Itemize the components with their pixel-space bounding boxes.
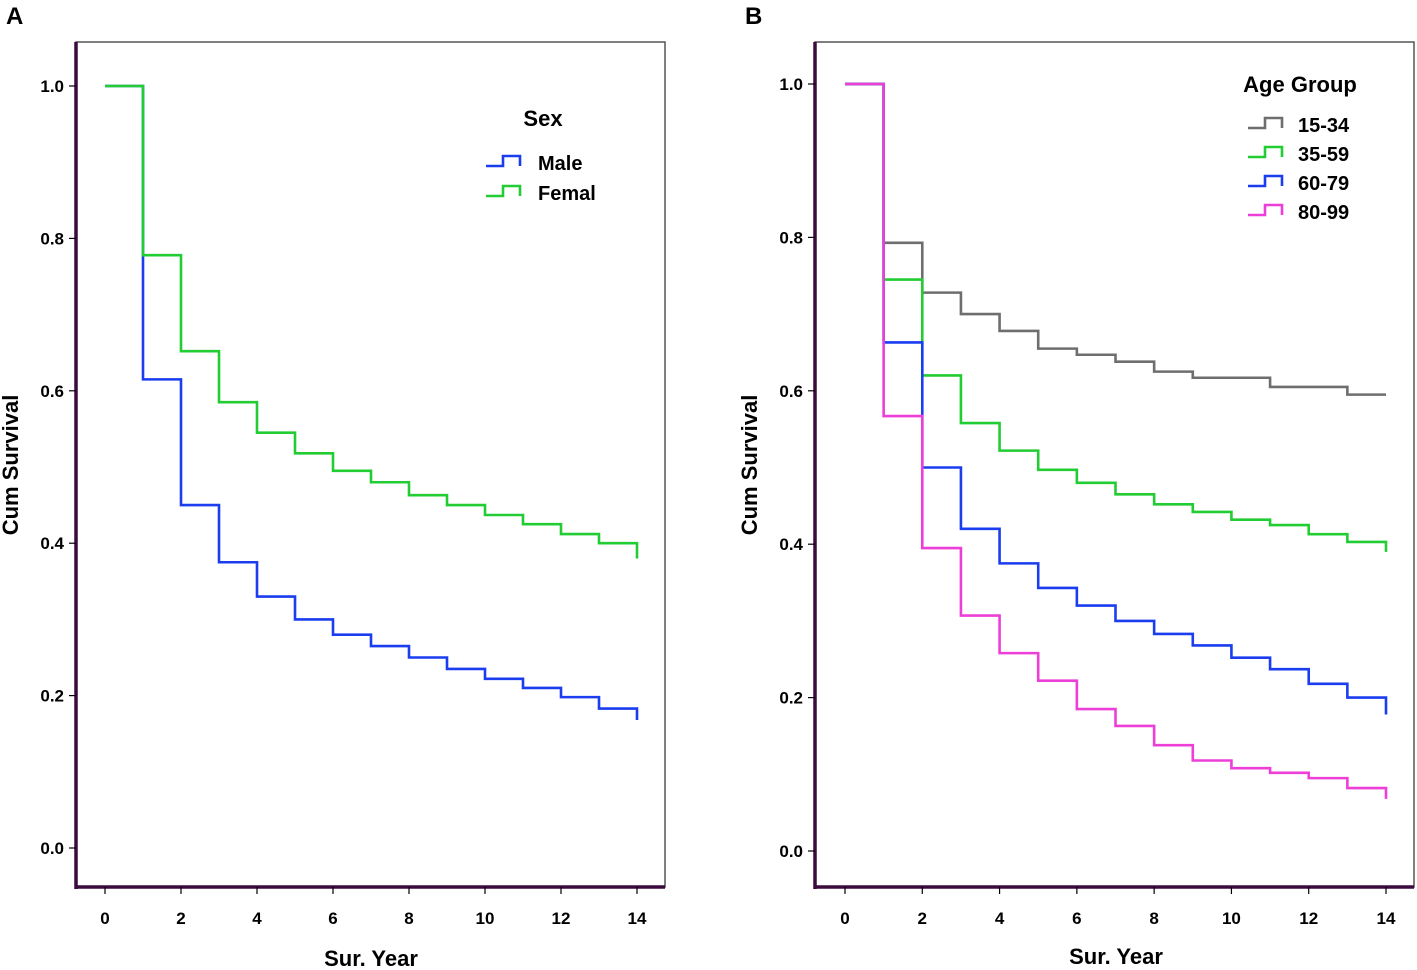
- x-tick-label: 2: [176, 909, 185, 928]
- x-tick-label: 14: [1377, 909, 1396, 928]
- y-ticks-a: 0.0 0.2 0.4 0.6 0.8 1.0: [40, 77, 76, 858]
- legend-label-femal: Femal: [538, 183, 596, 205]
- y-tick-label: 0.2: [40, 687, 64, 706]
- panel-b: B 0.0 0.2 0.4 0.6 0.8 1.0 0 2 4 6 8 10 12 14 Sur. Ye…: [737, 3, 1415, 969]
- y-axis-title-a: Cum Survival: [0, 395, 23, 536]
- curves-b: [845, 82, 1388, 799]
- x-tick-label: 8: [404, 909, 413, 928]
- legend-swatch-80-99: [1248, 203, 1284, 217]
- x-ticks-b: 0 2 4 6 8 10 12 14: [840, 887, 1396, 928]
- legend-label-60-79: 60-79: [1298, 173, 1349, 195]
- series-line-male: [105, 84, 639, 720]
- legend-swatch-35-59: [1248, 145, 1284, 159]
- legend-label-35-59: 35-59: [1298, 144, 1349, 166]
- series-line-80-99: [845, 82, 1388, 799]
- series-line-femal: [105, 84, 639, 559]
- y-tick-label: 0.0: [40, 839, 64, 858]
- x-tick-label: 4: [995, 909, 1005, 928]
- x-tick-label: 0: [100, 909, 109, 928]
- x-tick-label: 0: [840, 909, 849, 928]
- x-tick-label: 14: [628, 909, 647, 928]
- y-tick-label: 0.8: [779, 228, 803, 247]
- panel-letter-a: A: [6, 3, 23, 30]
- legend-swatch-60-79: [1248, 174, 1284, 188]
- legend-a: Sex Male Femal: [486, 106, 596, 205]
- legend-items-b: 15-34 35-59 60-79 80-99: [1248, 115, 1350, 224]
- panel-a: A 0.0 0.2 0.4 0.6 0.8 1.0 0 2 4 6 8 10 12 14 Sur. Ye…: [0, 3, 666, 970]
- x-tick-label: 6: [1072, 909, 1081, 928]
- legend-label-15-34: 15-34: [1298, 115, 1350, 137]
- legend-swatch-femal: [486, 184, 522, 198]
- x-tick-label: 2: [918, 909, 927, 928]
- plot-frame-b: [814, 41, 1415, 888]
- legend-title-b: Age Group: [1243, 72, 1357, 97]
- x-tick-label: 12: [1299, 909, 1318, 928]
- y-tick-label: 0.4: [779, 535, 803, 554]
- x-tick-label: 4: [252, 909, 262, 928]
- series-line-60-79: [845, 82, 1388, 715]
- legend-swatch-male: [486, 154, 522, 168]
- x-tick-label: 6: [328, 909, 337, 928]
- y-tick-label: 0.6: [40, 382, 64, 401]
- series-line-15-34: [845, 82, 1386, 396]
- x-tick-label: 12: [552, 909, 571, 928]
- x-axis-title-a: Sur. Year: [324, 946, 418, 970]
- panel-letter-b: B: [745, 3, 762, 30]
- y-tick-label: 0.2: [779, 689, 803, 708]
- x-tick-label: 10: [476, 909, 495, 928]
- y-tick-label: 0.0: [779, 842, 803, 861]
- y-tick-label: 0.4: [40, 534, 64, 553]
- y-ticks-b: 0.0 0.2 0.4 0.6 0.8 1.0: [779, 75, 815, 861]
- y-tick-label: 1.0: [40, 77, 64, 96]
- x-tick-label: 10: [1222, 909, 1241, 928]
- legend-b: Age Group 15-34 35-59 60-79 80-99: [1243, 72, 1357, 224]
- y-axis-title-b: Cum Survival: [737, 395, 762, 536]
- y-tick-label: 1.0: [779, 75, 803, 94]
- legend-label-80-99: 80-99: [1298, 202, 1349, 224]
- legend-swatch-15-34: [1248, 116, 1284, 130]
- y-tick-label: 0.8: [40, 229, 64, 248]
- series-line-35-59: [845, 82, 1388, 552]
- x-axis-title-b: Sur. Year: [1069, 944, 1163, 969]
- legend-label-male: Male: [538, 153, 582, 175]
- legend-title-a: Sex: [523, 106, 563, 131]
- curves-a: [105, 84, 639, 720]
- y-tick-label: 0.6: [779, 382, 803, 401]
- x-tick-label: 8: [1149, 909, 1158, 928]
- legend-items-a: Male Femal: [486, 153, 596, 205]
- x-ticks-a: 0 2 4 6 8 10 12 14: [100, 887, 647, 928]
